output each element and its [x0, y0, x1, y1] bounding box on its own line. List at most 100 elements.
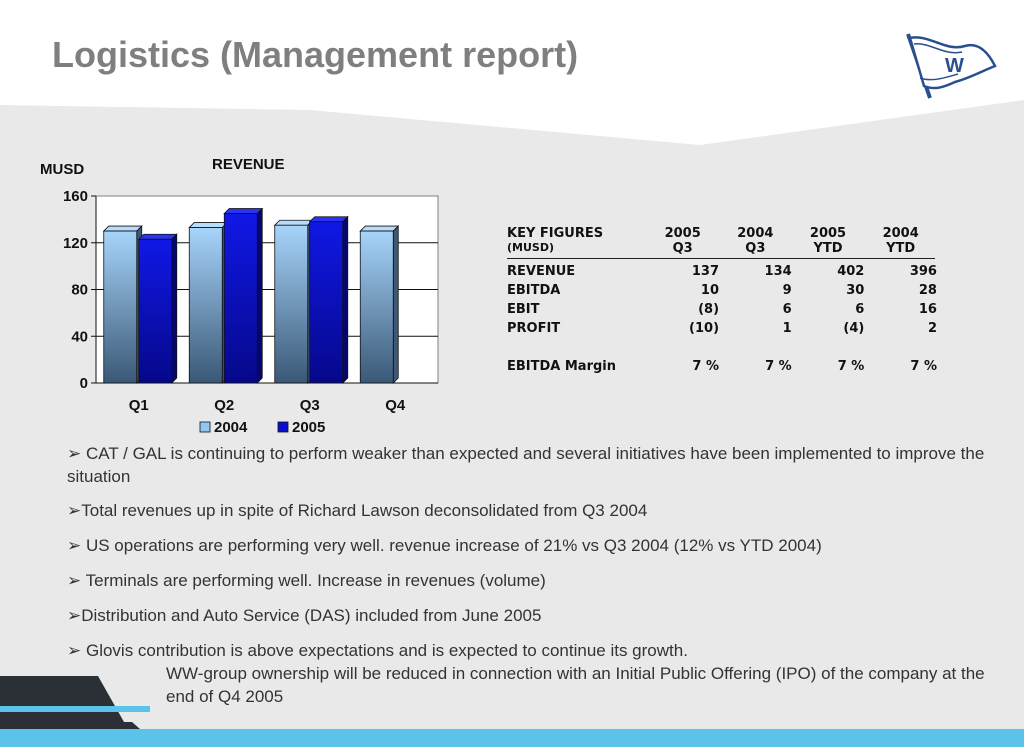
y-tick-label: 160: [63, 188, 88, 205]
bar-2004-Q4: [359, 225, 400, 384]
table-header: KEY FIGURES 2005 2004 2005 2004: [507, 226, 937, 241]
y-tick-label: 0: [80, 375, 88, 392]
y-tick-label: 120: [63, 235, 88, 252]
table-subheader: (MUSD) Q3 Q3 YTD YTD: [507, 241, 937, 256]
cell: 7 %: [765, 359, 792, 374]
bar-top: [359, 225, 400, 232]
bar-side: [392, 225, 399, 384]
cell: 16: [918, 302, 937, 317]
cell: 402: [837, 264, 865, 279]
cell: 7 %: [692, 359, 720, 374]
dark-stripe-lower: [0, 722, 140, 729]
bar-top: [273, 219, 314, 226]
bullet-item-continued: WW-group ownership will be reduced in co…: [166, 664, 985, 706]
table-row: REVENUE 137 134 402 396: [507, 262, 937, 281]
cell: 6: [855, 302, 865, 317]
bar-face: [103, 230, 138, 384]
cell: 134: [764, 264, 792, 279]
bar-2005-Q1: [137, 233, 178, 384]
bar-2005-Q2: [223, 207, 264, 384]
white-wave: [500, 85, 1024, 145]
bullet-item: ➢ US operations are performing very well…: [67, 536, 822, 555]
header-col-4: 2004: [882, 226, 919, 241]
table-row: PROFIT (10) 1 (4) 2: [507, 319, 937, 338]
subheader-col-2: Q3: [745, 241, 766, 256]
cell: 396: [909, 264, 937, 279]
subheader-col-1: Q3: [672, 241, 693, 256]
cell: 7 %: [910, 359, 937, 374]
x-tick-label: Q4: [385, 397, 406, 414]
row-label: EBITDA: [507, 283, 561, 298]
y-tick-labels: 0 40 80 120 160: [63, 188, 88, 392]
legend: 2004 2005: [199, 419, 325, 436]
legend-label: 2005: [292, 419, 325, 436]
row-label: PROFIT: [507, 321, 561, 336]
header-col-2: 2004: [737, 226, 774, 241]
bullet-item: ➢Total revenues up in spite of Richard L…: [67, 501, 648, 520]
key-figures-table: KEY FIGURES 2005 2004 2005 2004 (MUSD) Q…: [507, 226, 937, 376]
page-title: Logistics (Management report): [52, 34, 579, 75]
bars: [102, 207, 400, 384]
cell: 137: [691, 264, 720, 279]
cell: 1: [782, 321, 792, 336]
bar-side: [256, 207, 263, 384]
subheader-col-4: YTD: [886, 241, 916, 256]
bullet-item: ➢ Glovis contribution is above expectati…: [67, 641, 688, 660]
cell: 6: [782, 302, 792, 317]
x-tick-labels: Q1 Q2 Q3 Q4: [129, 397, 406, 414]
bar-face: [309, 221, 344, 384]
bar-top: [223, 208, 264, 214]
bar-face: [138, 238, 173, 384]
y-tick-label: 80: [71, 282, 88, 299]
table-divider: [507, 258, 935, 259]
bar-top: [308, 216, 349, 223]
table-row-margin: EBITDA Margin 7 % 7 % 7 % 7 %: [507, 357, 937, 376]
bar-face: [359, 230, 394, 384]
accent-bar: [0, 729, 1024, 747]
bullet-item: ➢ Terminals are performing well. Increas…: [67, 571, 546, 590]
cell: 28: [918, 283, 937, 298]
header-col-1: 2005: [664, 226, 701, 241]
subheader-col-3: YTD: [813, 241, 843, 256]
bar-2004-Q1: [102, 225, 143, 384]
bar-face: [223, 213, 258, 384]
cell: 2: [927, 321, 937, 336]
legend-swatch-2004: [199, 421, 211, 433]
cell: (8): [698, 302, 720, 317]
header-col-3: 2005: [809, 226, 847, 241]
bar-face: [274, 224, 309, 384]
light-stripe: [0, 706, 150, 712]
cell: 9: [782, 283, 792, 298]
table-row: EBIT (8) 6 6 16: [507, 300, 937, 319]
bullet-item: ➢Distribution and Auto Service (DAS) inc…: [67, 606, 542, 625]
x-tick-label: Q3: [300, 397, 320, 414]
spacer-row: [507, 338, 937, 357]
legend-label: 2004: [214, 419, 248, 436]
bar-side: [171, 233, 178, 384]
cell: (4): [843, 321, 865, 336]
x-tick-label: Q2: [214, 397, 234, 414]
row-label: REVENUE: [507, 264, 576, 279]
bar-2005-Q3: [308, 215, 349, 384]
flag-w-logo-icon: W: [906, 33, 997, 99]
bar-2004-Q2: [188, 221, 229, 384]
row-label: EBITDA Margin: [507, 359, 617, 374]
bar-top: [137, 233, 178, 240]
bar-top: [102, 225, 143, 232]
cell: 10: [700, 283, 720, 298]
bar-top: [188, 222, 229, 228]
row-label: EBIT: [507, 302, 540, 317]
logo-letter: W: [945, 55, 964, 77]
bar-side: [342, 215, 349, 384]
table-row: EBITDA 10 9 30 28: [507, 281, 937, 300]
bullet-item: ➢ CAT / GAL is continuing to perform wea…: [67, 444, 985, 486]
subheader-label: (MUSD): [507, 241, 554, 254]
y-tick-label: 40: [71, 328, 88, 345]
y-axis-label: MUSD: [40, 161, 84, 178]
header-label: KEY FIGURES: [507, 226, 604, 241]
chart-title: REVENUE: [212, 156, 285, 173]
legend-swatch-2005: [277, 421, 289, 433]
cell: 7 %: [837, 359, 865, 374]
bar-face: [188, 227, 223, 384]
